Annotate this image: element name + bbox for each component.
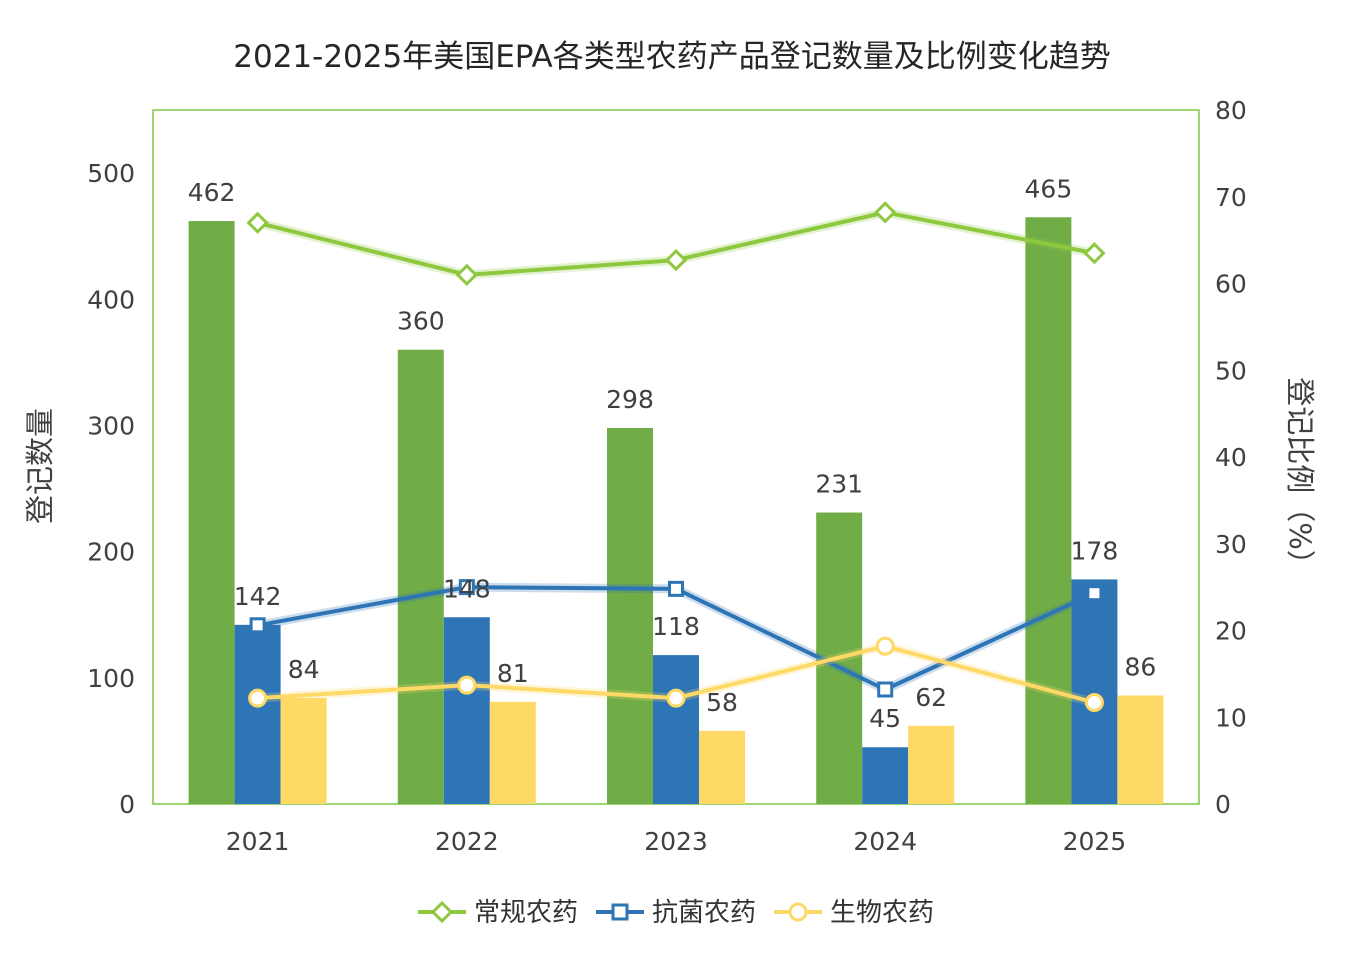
legend-marker xyxy=(430,900,454,924)
bar xyxy=(188,221,235,805)
bar-value-label: 360 xyxy=(397,307,445,336)
bar-value-label: 45 xyxy=(869,704,901,733)
bar-value-label: 84 xyxy=(288,655,320,684)
bar xyxy=(908,725,955,804)
x-axis-ticks: 2021 2022 2023 2024 2025 xyxy=(226,827,1126,856)
bar xyxy=(1117,695,1164,804)
bar-value-label: 62 xyxy=(915,683,947,712)
bar xyxy=(607,427,653,804)
y-axis-ticks: 0 100 200 300 400 500 xyxy=(87,159,135,819)
bar xyxy=(862,747,909,804)
data-point xyxy=(877,681,894,698)
x-tick-label: 2023 xyxy=(644,827,708,856)
legend-marker xyxy=(788,902,808,922)
y-tick-label: 500 xyxy=(87,159,135,188)
bar-value-label: 81 xyxy=(497,659,529,688)
y2-tick-label: 60 xyxy=(1215,270,1247,299)
y2-tick-label: 80 xyxy=(1215,96,1247,125)
data-point xyxy=(668,580,684,597)
bar-value-label: 148 xyxy=(443,574,491,603)
bars xyxy=(188,217,1164,805)
y2-tick-label: 20 xyxy=(1215,617,1247,646)
y2-axis-ticks: 0 10 20 30 40 50 60 70 80 xyxy=(1215,96,1247,819)
bar-value-label: 178 xyxy=(1071,536,1119,565)
legend: 常规农药 抗菌农药 生物农药 xyxy=(418,898,934,928)
y-tick-label: 200 xyxy=(87,538,135,567)
bar xyxy=(1071,579,1118,804)
bar-value-label: 462 xyxy=(188,178,236,207)
x-tick-label: 2025 xyxy=(1063,827,1127,856)
bar-value-label: 58 xyxy=(706,688,738,717)
bar-value-label: 86 xyxy=(1124,652,1156,681)
bar xyxy=(397,349,444,804)
bar xyxy=(489,701,536,804)
bar-value-label: 118 xyxy=(652,612,700,641)
data-point xyxy=(666,688,686,708)
legend-label: 常规农药 xyxy=(474,898,578,928)
y-tick-label: 0 xyxy=(119,790,135,819)
line-series xyxy=(246,201,1106,713)
bar xyxy=(1025,217,1072,805)
bar-value-label: 465 xyxy=(1025,174,1073,203)
y2-axis-label: 登记比例（%） xyxy=(1283,377,1317,579)
data-point xyxy=(664,248,688,272)
x-tick-label: 2021 xyxy=(226,827,290,856)
bar xyxy=(280,698,327,804)
y2-tick-label: 70 xyxy=(1215,183,1247,212)
bar xyxy=(653,655,699,804)
data-point xyxy=(1083,242,1106,265)
bar-value-label: 142 xyxy=(234,582,282,611)
bar xyxy=(443,617,490,804)
y2-tick-label: 50 xyxy=(1215,356,1247,385)
y-tick-label: 100 xyxy=(87,664,135,693)
bar xyxy=(234,624,281,804)
bar-value-label: 298 xyxy=(606,385,654,414)
bar xyxy=(699,730,745,804)
legend-marker xyxy=(611,903,629,921)
legend-label: 抗菌农药 xyxy=(652,898,756,928)
data-point xyxy=(248,688,268,708)
data-point xyxy=(455,263,478,286)
data-point xyxy=(1084,693,1104,713)
y2-tick-label: 10 xyxy=(1215,703,1247,732)
data-point xyxy=(249,617,266,634)
chart-title: 2021-2025年美国EPA各类型农药产品登记数量及比例变化趋势 xyxy=(233,39,1110,75)
data-point xyxy=(1086,585,1103,602)
data-point xyxy=(458,579,475,596)
data-point xyxy=(875,636,895,656)
data-point xyxy=(457,675,477,695)
y-axis-label: 登记数量 xyxy=(23,408,57,524)
y2-tick-label: 30 xyxy=(1215,530,1247,559)
y2-tick-label: 40 xyxy=(1215,443,1247,472)
x-tick-label: 2022 xyxy=(435,827,499,856)
x-tick-label: 2024 xyxy=(853,827,917,856)
bar-value-label: 231 xyxy=(815,470,863,499)
y-tick-label: 300 xyxy=(87,411,135,440)
legend-label: 生物农药 xyxy=(830,898,934,928)
data-point xyxy=(246,211,269,234)
data-point xyxy=(874,201,897,224)
y2-tick-label: 0 xyxy=(1215,790,1231,819)
y-tick-label: 400 xyxy=(87,285,135,314)
